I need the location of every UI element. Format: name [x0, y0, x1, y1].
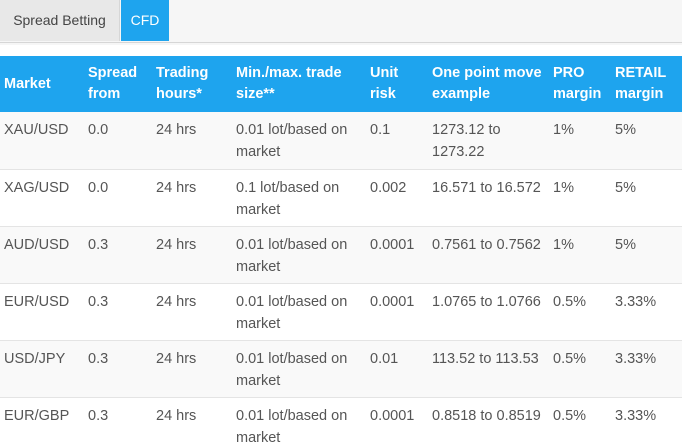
col-header-retail-margin: RETAIL margin	[615, 65, 667, 102]
tab-spread-betting[interactable]: Spread Betting	[0, 0, 120, 41]
cell-trade-size: 0.01 lot/based on market	[232, 397, 366, 445]
table-header-row: Market Spread from Trading hours* Min./m…	[0, 56, 682, 112]
cell-one-point-move: 16.571 to 16.572	[428, 169, 549, 227]
table-row: XAU/USD 0.0 24 hrs 0.01 lot/based on mar…	[0, 112, 682, 170]
cell-one-point-move: 113.52 to 113.53	[428, 340, 549, 398]
cell-unit-risk: 0.0001	[366, 283, 428, 341]
cell-spread: 0.3	[84, 397, 152, 445]
cell-retail-margin: 3.33%	[611, 283, 682, 341]
cell-retail-margin: 5%	[611, 169, 682, 227]
col-header-trade-size: Min./max. trade size**	[236, 65, 342, 102]
table-row: EUR/GBP 0.3 24 hrs 0.01 lot/based on mar…	[0, 397, 682, 445]
cell-trade-size: 0.1 lot/based on market	[232, 169, 366, 227]
cell-trade-size: 0.01 lot/based on market	[232, 226, 366, 284]
cell-spread: 0.3	[84, 226, 152, 284]
cell-pro-margin: 0.5%	[549, 397, 611, 445]
col-header-market: Market	[4, 75, 51, 92]
cell-trade-size: 0.01 lot/based on market	[232, 283, 366, 341]
cell-unit-risk: 0.0001	[366, 226, 428, 284]
table-row: XAG/USD 0.0 24 hrs 0.1 lot/based on mark…	[0, 169, 682, 227]
cell-unit-risk: 0.0001	[366, 397, 428, 445]
cell-unit-risk: 0.01	[366, 340, 428, 398]
cell-market: EUR/GBP	[0, 397, 84, 445]
cell-pro-margin: 0.5%	[549, 340, 611, 398]
cell-retail-margin: 5%	[611, 112, 682, 170]
cell-trading-hours: 24 hrs	[152, 340, 232, 398]
cell-market: USD/JPY	[0, 340, 84, 398]
col-header-unit-risk: Unit risk	[370, 65, 399, 102]
cell-trading-hours: 24 hrs	[152, 112, 232, 170]
cell-one-point-move: 0.7561 to 0.7562	[428, 226, 549, 284]
cell-market: XAU/USD	[0, 112, 84, 170]
cell-trading-hours: 24 hrs	[152, 226, 232, 284]
table-row: EUR/USD 0.3 24 hrs 0.01 lot/based on mar…	[0, 283, 682, 341]
cell-retail-margin: 3.33%	[611, 397, 682, 445]
cell-trading-hours: 24 hrs	[152, 283, 232, 341]
col-header-spread: Spread from	[88, 65, 138, 102]
cell-market: EUR/USD	[0, 283, 84, 341]
tab-bar: Spread Betting CFD	[0, 0, 682, 45]
cell-spread: 0.3	[84, 283, 152, 341]
cell-spread: 0.3	[84, 340, 152, 398]
cell-one-point-move: 1.0765 to 1.0766	[428, 283, 549, 341]
cell-trading-hours: 24 hrs	[152, 169, 232, 227]
tab-divider	[0, 42, 682, 43]
col-header-one-point-move: One point move example	[432, 65, 542, 102]
market-table-container: Market Spread from Trading hours* Min./m…	[0, 56, 682, 445]
cell-retail-margin: 3.33%	[611, 340, 682, 398]
cell-retail-margin: 5%	[611, 226, 682, 284]
cell-spread: 0.0	[84, 112, 152, 170]
cell-pro-margin: 0.5%	[549, 283, 611, 341]
table-row: AUD/USD 0.3 24 hrs 0.01 lot/based on mar…	[0, 226, 682, 284]
col-header-trading-hours: Trading hours*	[156, 65, 209, 102]
cell-unit-risk: 0.1	[366, 112, 428, 170]
cell-market: AUD/USD	[0, 226, 84, 284]
cell-trading-hours: 24 hrs	[152, 397, 232, 445]
cell-spread: 0.0	[84, 169, 152, 227]
cell-one-point-move: 0.8518 to 0.8519	[428, 397, 549, 445]
tab-cfd[interactable]: CFD	[121, 0, 169, 41]
cell-pro-margin: 1%	[549, 226, 611, 284]
col-header-pro-margin: PRO margin	[553, 65, 602, 102]
cell-market: XAG/USD	[0, 169, 84, 227]
table-row: USD/JPY 0.3 24 hrs 0.01 lot/based on mar…	[0, 340, 682, 398]
cell-one-point-move: 1273.12 to 1273.22	[428, 112, 549, 170]
cell-trade-size: 0.01 lot/based on market	[232, 112, 366, 170]
cell-unit-risk: 0.002	[366, 169, 428, 227]
cell-trade-size: 0.01 lot/based on market	[232, 340, 366, 398]
market-table: Market Spread from Trading hours* Min./m…	[0, 56, 682, 445]
cell-pro-margin: 1%	[549, 112, 611, 170]
cell-pro-margin: 1%	[549, 169, 611, 227]
